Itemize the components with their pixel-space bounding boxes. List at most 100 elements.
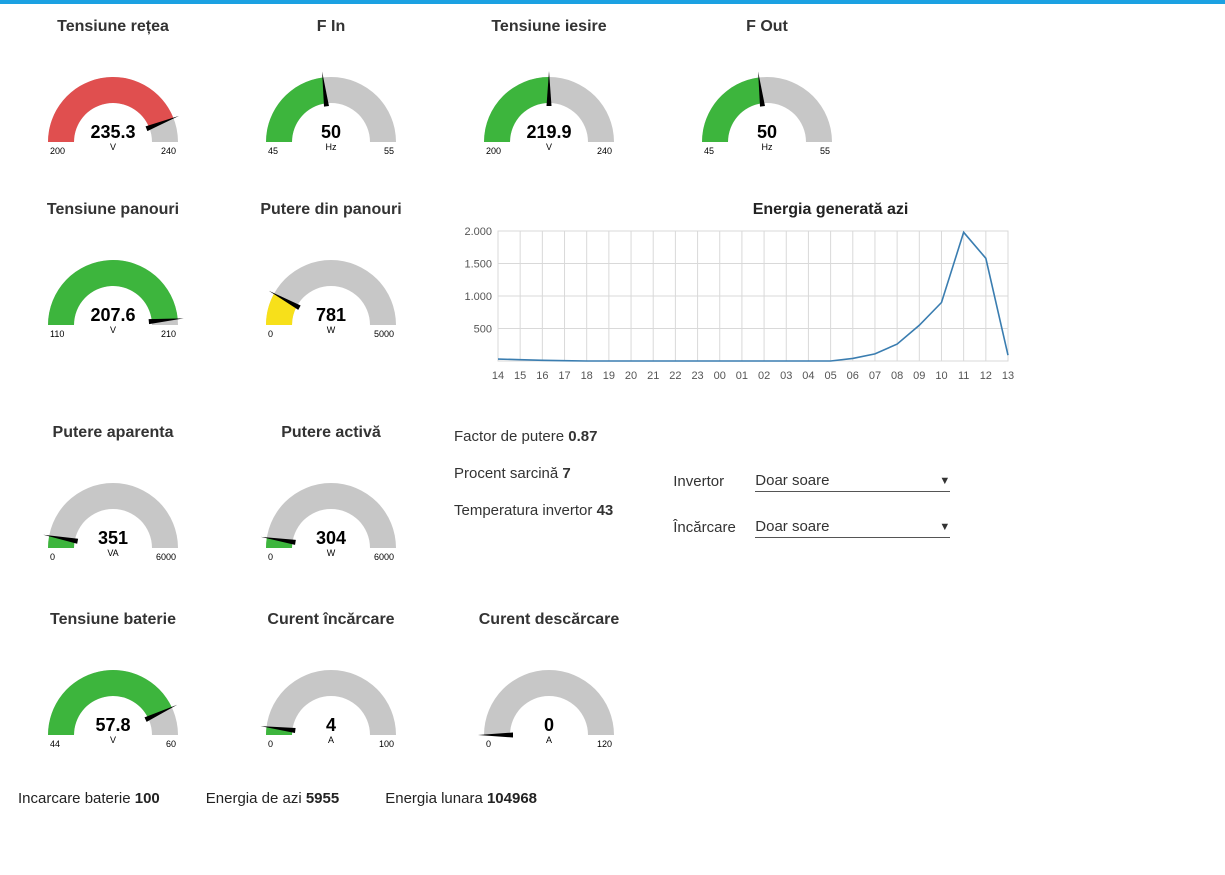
svg-text:A: A [328,735,334,745]
svg-text:0: 0 [268,552,273,562]
gauge-svg: 781W05000 [246,245,416,350]
svg-text:5000: 5000 [374,329,394,339]
svg-text:210: 210 [161,329,176,339]
svg-text:45: 45 [704,146,714,156]
svg-text:08: 08 [891,370,903,382]
svg-text:57.8: 57.8 [95,715,130,735]
svg-text:240: 240 [161,146,176,156]
gauge-fin: F In 50Hz4555 [236,18,426,167]
svg-text:55: 55 [384,146,394,156]
gauge-svg: 0A0120 [464,655,634,760]
gauge-title: F In [236,18,426,36]
svg-text:Hz: Hz [762,142,773,152]
svg-text:10: 10 [935,370,947,382]
gauge-title: Tensiune rețea [18,18,208,36]
gauge-svg: 57.8V4460 [28,655,198,760]
gauge-title: F Out [672,18,862,36]
gauge-svg: 351VA06000 [28,468,198,573]
gauge-title: Putere activă [236,424,426,442]
dashboard-page: Tensiune rețea 235.3V200240 F In 50Hz455… [0,4,1225,837]
inv-temp-label: Temperatura invertor [454,502,592,519]
energy-month-value: 104968 [487,790,537,807]
svg-text:304: 304 [316,528,346,548]
info-col: Factor de putere 0.87 Procent sarcină 7 … [454,428,613,539]
svg-text:A: A [546,735,552,745]
gauge-title: Tensiune panouri [18,201,208,219]
svg-text:0: 0 [268,329,273,339]
svg-text:207.6: 207.6 [90,305,135,325]
gauge-vpan: Tensiune panouri 207.6V110210 [18,201,208,390]
svg-text:0: 0 [544,715,554,735]
svg-text:Hz: Hz [326,142,337,152]
svg-text:15: 15 [514,370,526,382]
energy-chart-block: Energia generată azi 5001.0001.5002.0001… [454,201,1207,390]
svg-text:235.3: 235.3 [90,122,135,142]
chart-title: Energia generată azi [454,201,1207,219]
svg-text:19: 19 [603,370,615,382]
gauge-svg: 304W06000 [246,468,416,573]
svg-text:V: V [546,142,552,152]
svg-text:22: 22 [669,370,681,382]
svg-text:100: 100 [379,739,394,749]
svg-text:351: 351 [98,528,128,548]
svg-text:6000: 6000 [374,552,394,562]
svg-text:V: V [110,325,116,335]
svg-text:200: 200 [486,146,501,156]
svg-text:200: 200 [50,146,65,156]
svg-text:219.9: 219.9 [526,122,571,142]
svg-text:1.000: 1.000 [464,291,492,303]
bottom-info: Incarcare baterie 100 Energia de azi 595… [18,790,1207,807]
gauge-row-3: Putere aparenta 351VA06000 Putere activă… [18,424,1207,573]
load-pct-value: 7 [562,465,570,482]
svg-text:240: 240 [597,146,612,156]
bat-charge-label: Incarcare baterie [18,790,131,807]
svg-text:01: 01 [736,370,748,382]
svg-text:02: 02 [758,370,770,382]
invertor-select[interactable]: Doar soare ▼ [755,470,950,492]
charger-select-row: Încărcare Doar soare ▼ [673,516,950,538]
gauge-ppan: Putere din panouri 781W05000 [236,201,426,390]
gauge-row-2: Tensiune panouri 207.6V110210 Putere din… [18,201,1207,390]
chevron-down-icon: ▼ [939,475,950,487]
svg-text:60: 60 [166,739,176,749]
invertor-value: Doar soare [755,472,829,489]
gauge-title: Curent descărcare [454,611,644,629]
energy-today: Energia de azi 5955 [206,790,339,807]
svg-text:12: 12 [980,370,992,382]
gauge-title: Putere din panouri [236,201,426,219]
svg-text:20: 20 [625,370,637,382]
svg-text:44: 44 [50,739,60,749]
energy-month-label: Energia lunara [385,790,483,807]
gauge-row-4: Tensiune baterie 57.8V4460 Curent încărc… [18,611,1207,760]
gauge-vout: Tensiune iesire 219.9V200240 [454,18,644,167]
svg-text:0: 0 [268,739,273,749]
svg-text:V: V [110,142,116,152]
invertor-select-row: Invertor Doar soare ▼ [673,470,950,492]
load-pct: Procent sarcină 7 [454,465,613,482]
energy-today-value: 5955 [306,790,339,807]
svg-text:17: 17 [558,370,570,382]
svg-text:4: 4 [326,715,336,735]
energy-chart: 5001.0001.5002.0001415161718192021222300… [454,225,1014,385]
svg-text:500: 500 [474,324,492,336]
gauge-ichg: Curent încărcare 4A 0 100 [236,611,426,760]
svg-text:50: 50 [757,122,777,142]
gauge-row-1: Tensiune rețea 235.3V200240 F In 50Hz455… [18,18,1207,167]
svg-text:2.000: 2.000 [464,226,492,238]
svg-text:0: 0 [50,552,55,562]
svg-text:00: 00 [714,370,726,382]
gauge-idis: Curent descărcare 0A0120 [454,611,644,760]
svg-text:16: 16 [536,370,548,382]
gauge-title: Curent încărcare [236,611,426,629]
gauge-fout: F Out 50Hz 45 55 [672,18,862,167]
svg-text:05: 05 [824,370,836,382]
inv-temp-value: 43 [597,502,614,519]
svg-text:23: 23 [691,370,703,382]
gauge-svg: 4A 0 100 [246,655,416,760]
gauge-title: Tensiune baterie [18,611,208,629]
svg-text:55: 55 [820,146,830,156]
gauge-svg: 235.3V 200 240 [28,62,198,167]
charger-select[interactable]: Doar soare ▼ [755,516,950,538]
energy-month: Energia lunara 104968 [385,790,537,807]
invertor-label: Invertor [673,473,743,490]
